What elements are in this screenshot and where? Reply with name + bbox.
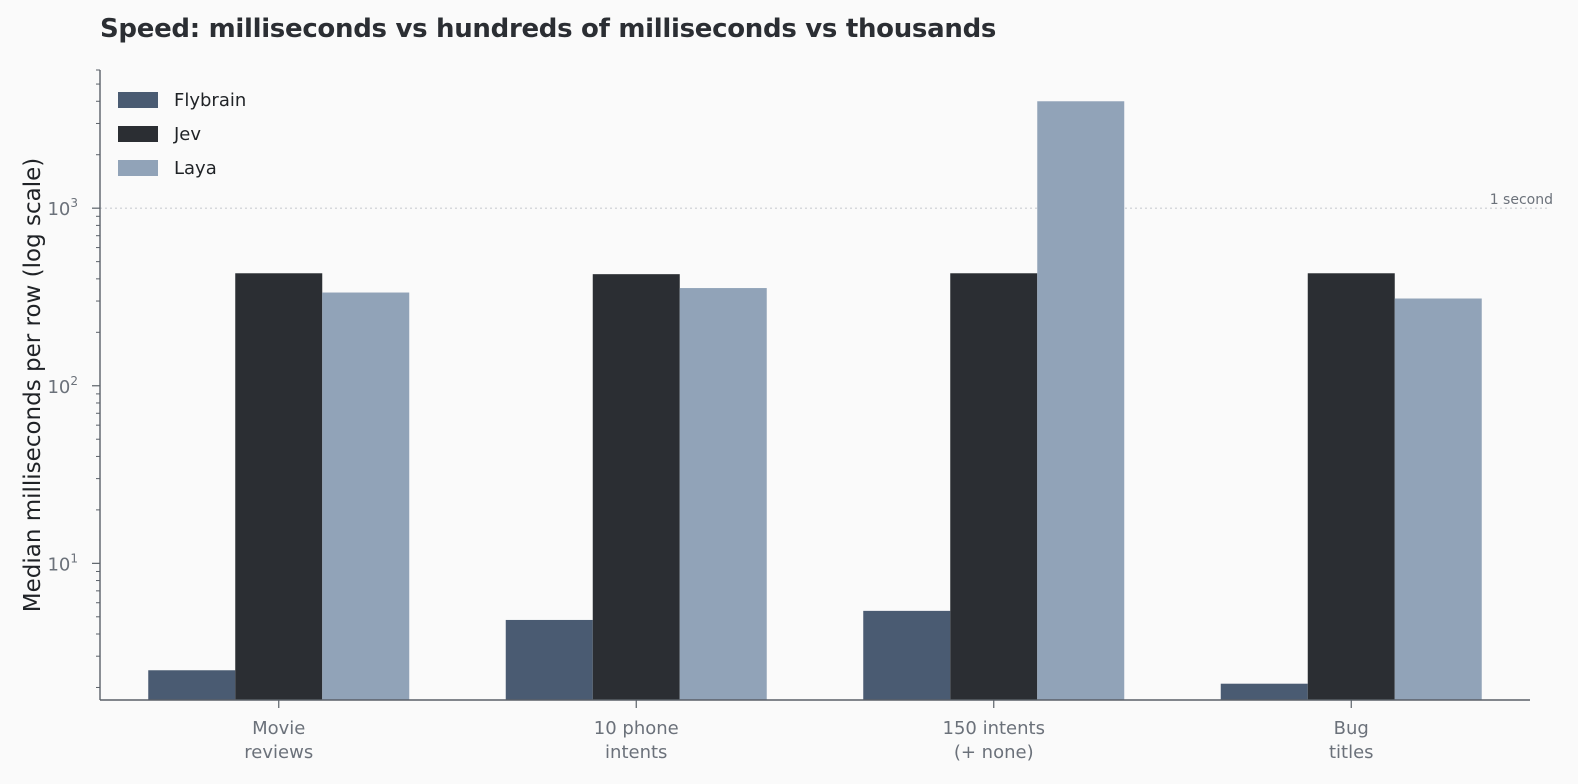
x-tick-label: titles: [1329, 742, 1374, 763]
bar-flybrain-3: [1220, 683, 1308, 700]
y-tick-label: 101: [47, 551, 78, 575]
bar-flybrain-2: [863, 610, 951, 700]
bar-flybrain-1: [505, 619, 593, 700]
legend: Flybrain Jev Laya: [118, 90, 246, 179]
chart-title: Speed: milliseconds vs hundreds of milli…: [100, 14, 997, 44]
reference-line-label: 1 second: [1490, 192, 1553, 208]
legend-label-laya: Laya: [174, 158, 217, 179]
bars-group: [148, 101, 1482, 700]
x-tick-label: Bug: [1334, 718, 1369, 739]
bar-jev-0: [235, 273, 323, 700]
axes-group: Movie reviews 10 phone intents 150 intents (+…: [20, 69, 1530, 763]
legend-swatch-flybrain: [118, 92, 158, 108]
bar-laya-3: [1394, 298, 1482, 700]
legend-label-flybrain: Flybrain: [174, 90, 246, 111]
bar-jev-2: [950, 273, 1038, 700]
legend-swatch-jev: [118, 126, 158, 142]
x-tick-label: reviews: [244, 742, 313, 763]
x-tick-label: 10 phone: [594, 718, 679, 739]
reference-line-group: 1 second: [100, 192, 1553, 209]
x-tick-label: 150 intents: [943, 718, 1045, 739]
bar-flybrain-0: [148, 670, 236, 700]
bar-jev-3: [1307, 273, 1395, 700]
y-tick-label: 103: [47, 196, 78, 220]
bar-laya-1: [679, 288, 767, 700]
bar-jev-1: [592, 274, 680, 700]
legend-swatch-laya: [118, 160, 158, 176]
legend-label-jev: Jev: [173, 124, 201, 145]
x-tick-label: intents: [605, 742, 667, 763]
y-axis-label: Median milliseconds per row (log scale): [20, 158, 46, 613]
bar-laya-2: [1037, 101, 1125, 700]
bar-laya-0: [322, 292, 410, 700]
y-tick-label: 102: [47, 374, 78, 398]
x-tick-label: (+ none): [954, 742, 1034, 763]
x-tick-label: Movie: [252, 718, 305, 739]
